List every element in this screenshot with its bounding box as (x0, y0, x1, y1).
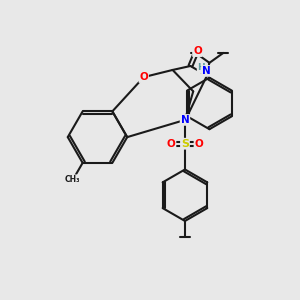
Text: O: O (193, 46, 202, 56)
Text: O: O (140, 72, 148, 82)
Text: S: S (181, 139, 189, 149)
Text: CH₃: CH₃ (65, 175, 80, 184)
Text: O: O (167, 139, 176, 149)
Text: H: H (197, 64, 205, 73)
Text: N: N (202, 66, 211, 76)
Text: N: N (181, 115, 189, 125)
Text: O: O (194, 139, 203, 149)
